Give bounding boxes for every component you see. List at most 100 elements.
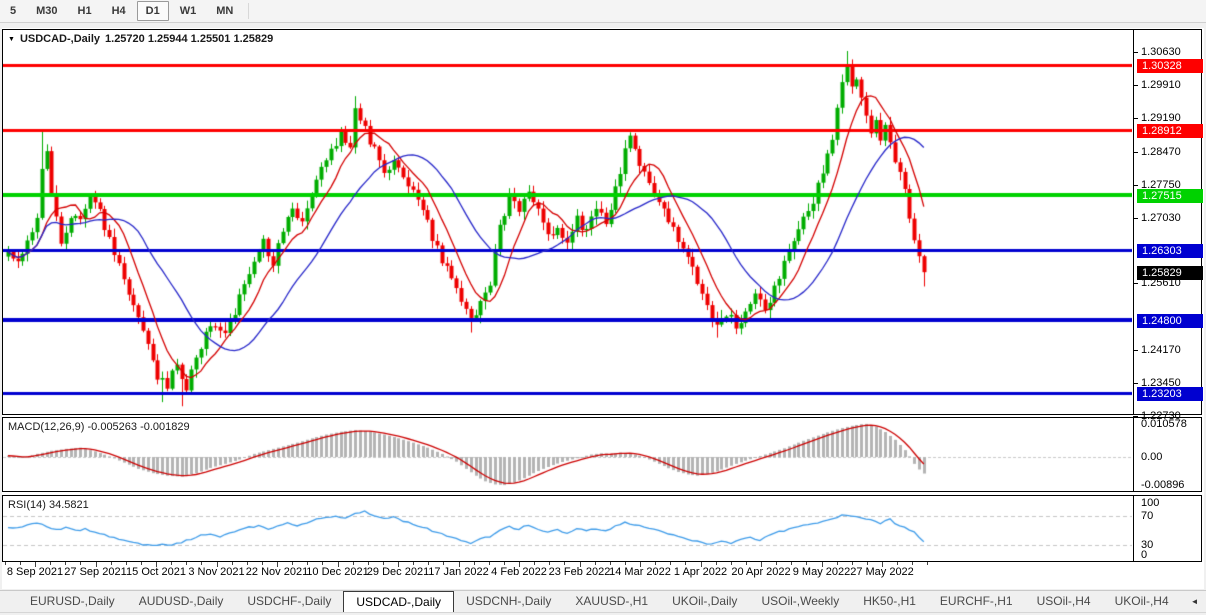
rsi-panel: RSI(14) 34.5821: [2, 495, 1202, 562]
chart-dropdown-icon[interactable]: ▼: [8, 35, 15, 43]
macd-canvas[interactable]: [3, 418, 1132, 491]
rsi-axis-tick: 30: [1141, 539, 1154, 551]
price-axis-tickmark: [1133, 151, 1138, 153]
price-level-badge: 1.26303: [1137, 244, 1203, 259]
tab-eurchf-h1[interactable]: EURCHF-,H1: [939, 594, 1013, 608]
timeframe-button-mn[interactable]: MN: [216, 5, 234, 17]
date-axis-tickmark: [746, 562, 747, 565]
date-axis-tickmark: [35, 562, 36, 567]
tab-scroll-arrows: ◄►: [1191, 591, 1206, 612]
date-axis[interactable]: 8 Sep 2021 27 Sep 2021 15 Oct 2021 3 Nov 20…: [2, 562, 1202, 589]
date-axis-tickmark: [338, 562, 339, 567]
tab-usdcnh-daily[interactable]: USDCNH-,Daily: [466, 594, 552, 608]
price-axis-tick: 1.29190: [1141, 112, 1181, 125]
date-axis-tickmark: [837, 562, 838, 565]
rsi-canvas[interactable]: [3, 496, 1132, 561]
date-axis-tickmark: [368, 562, 369, 565]
rsi-axis-border: [1133, 496, 1134, 561]
timeframe-button-w1[interactable]: W1: [179, 5, 197, 17]
date-axis-tickmark: [640, 562, 641, 567]
date-axis-tickmark: [806, 562, 807, 565]
date-axis-label: 27 May 2022: [850, 566, 914, 578]
date-axis-tickmark: [50, 562, 51, 565]
rsi-axis-tick: 100: [1141, 497, 1160, 509]
date-axis-label: 4 Feb 2022: [491, 566, 547, 578]
price-axis-tick: 1.27750: [1141, 178, 1181, 191]
tab-eurusd-daily[interactable]: EURUSD-,Daily: [30, 594, 115, 608]
date-axis-tickmark: [595, 562, 596, 565]
price-level-badge: 1.23203: [1137, 387, 1203, 402]
tab-scroll-left-icon[interactable]: ◄: [1190, 597, 1199, 606]
rsi-name: RSI(14): [8, 499, 46, 511]
date-axis-tickmark: [292, 562, 293, 565]
tab-usdcad-daily[interactable]: USDCAD-,Daily: [343, 591, 455, 612]
date-axis-tickmark: [126, 562, 127, 565]
date-axis-tickmark: [504, 562, 505, 565]
timeframe-button-m30[interactable]: M30: [36, 5, 58, 17]
timeframe-button-h4[interactable]: H4: [111, 5, 126, 17]
date-axis-label: 3 Nov 2021: [188, 566, 245, 578]
toolbar-separator: [248, 3, 250, 19]
date-axis-tickmark: [655, 562, 656, 565]
macd-values: -0.005263 -0.001829: [87, 421, 190, 433]
price-level-badge: 1.24800: [1137, 313, 1203, 328]
date-axis-tickmark: [262, 562, 263, 565]
price-level-badge: 1.27515: [1137, 188, 1203, 203]
date-axis-tickmark: [897, 562, 898, 565]
date-axis-label: 14 Mar 2022: [609, 566, 671, 578]
tab-audusd-daily[interactable]: AUDUSD-,Daily: [138, 594, 224, 608]
date-axis-tickmark: [459, 562, 460, 567]
date-axis-tickmark: [20, 562, 21, 565]
macd-panel: MACD(12,26,9) -0.005263 -0.001829: [2, 417, 1202, 492]
rsi-axis-tick: 70: [1141, 510, 1154, 522]
date-axis-tickmark: [701, 562, 702, 567]
macd-axis-border: [1133, 418, 1134, 491]
tab-usdchf-daily[interactable]: USDCHF-,Daily: [247, 594, 332, 608]
date-axis-tickmark: [232, 562, 233, 565]
tab-usoil-weekly[interactable]: USOil-,Weekly: [761, 594, 840, 608]
macd-name: MACD(12,26,9): [8, 421, 85, 433]
date-axis-tickmark: [882, 562, 883, 567]
date-axis-tickmark: [791, 562, 792, 565]
rsi-axis-tick: 0: [1141, 549, 1148, 561]
date-axis-tickmark: [65, 562, 66, 565]
date-axis-tickmark: [670, 562, 671, 565]
timeframe-button-h1[interactable]: H1: [77, 5, 92, 17]
tab-ukoil-daily[interactable]: UKOil-,Daily: [672, 594, 738, 608]
price-axis-tickmark: [1133, 52, 1138, 53]
chart-ohlc-values: 1.25720 1.25944 1.25501 1.25829: [105, 33, 274, 45]
date-axis-tickmark: [822, 562, 823, 567]
rsi-value: 34.5821: [48, 499, 89, 511]
price-axis-tick: 1.30630: [1141, 46, 1181, 58]
tab-usoil-h4[interactable]: USOil-,H4: [1036, 594, 1091, 608]
chart-window: ▼ USDCAD-,Daily 1.25720 1.25944 1.25501 …: [2, 28, 1204, 589]
price-axis-tick: 1.27030: [1141, 211, 1181, 224]
date-axis-tickmark: [716, 562, 717, 565]
date-axis-tickmark: [322, 562, 323, 565]
tab-hk50-h1[interactable]: HK50-,H1: [863, 594, 916, 608]
date-axis-tickmark: [353, 562, 354, 565]
date-axis-tickmark: [776, 562, 777, 565]
date-axis-tickmark: [398, 562, 399, 567]
date-axis-tickmark: [519, 562, 520, 567]
price-axis-tickmark: [1133, 85, 1138, 87]
timeframe-button-d1[interactable]: D1: [136, 1, 169, 21]
price-level-badge: 1.28912: [1137, 124, 1203, 139]
date-axis-tickmark: [247, 562, 248, 565]
date-axis-tickmark: [625, 562, 626, 565]
date-axis-tickmark: [80, 562, 81, 565]
price-axis-tick: 1.24170: [1141, 343, 1181, 356]
tab-xauusd-h1[interactable]: XAUUSD-,H1: [575, 594, 649, 608]
date-axis-tickmark: [277, 562, 278, 567]
tab-ukoil-h4[interactable]: UKOil-,H4: [1114, 594, 1169, 608]
price-chart-canvas[interactable]: [3, 30, 1132, 414]
price-axis-tickmark: [1133, 416, 1138, 418]
date-axis-tickmark: [141, 562, 142, 565]
date-axis-label: 29 Dec 2021: [366, 566, 430, 578]
price-axis-tick: 1.28470: [1141, 145, 1181, 158]
timeframe-button-5[interactable]: 5: [10, 5, 17, 17]
current-price-badge: 1.25829: [1137, 266, 1203, 281]
date-axis-label: 20 Apr 2022: [731, 566, 791, 578]
date-axis-tickmark: [610, 562, 611, 565]
